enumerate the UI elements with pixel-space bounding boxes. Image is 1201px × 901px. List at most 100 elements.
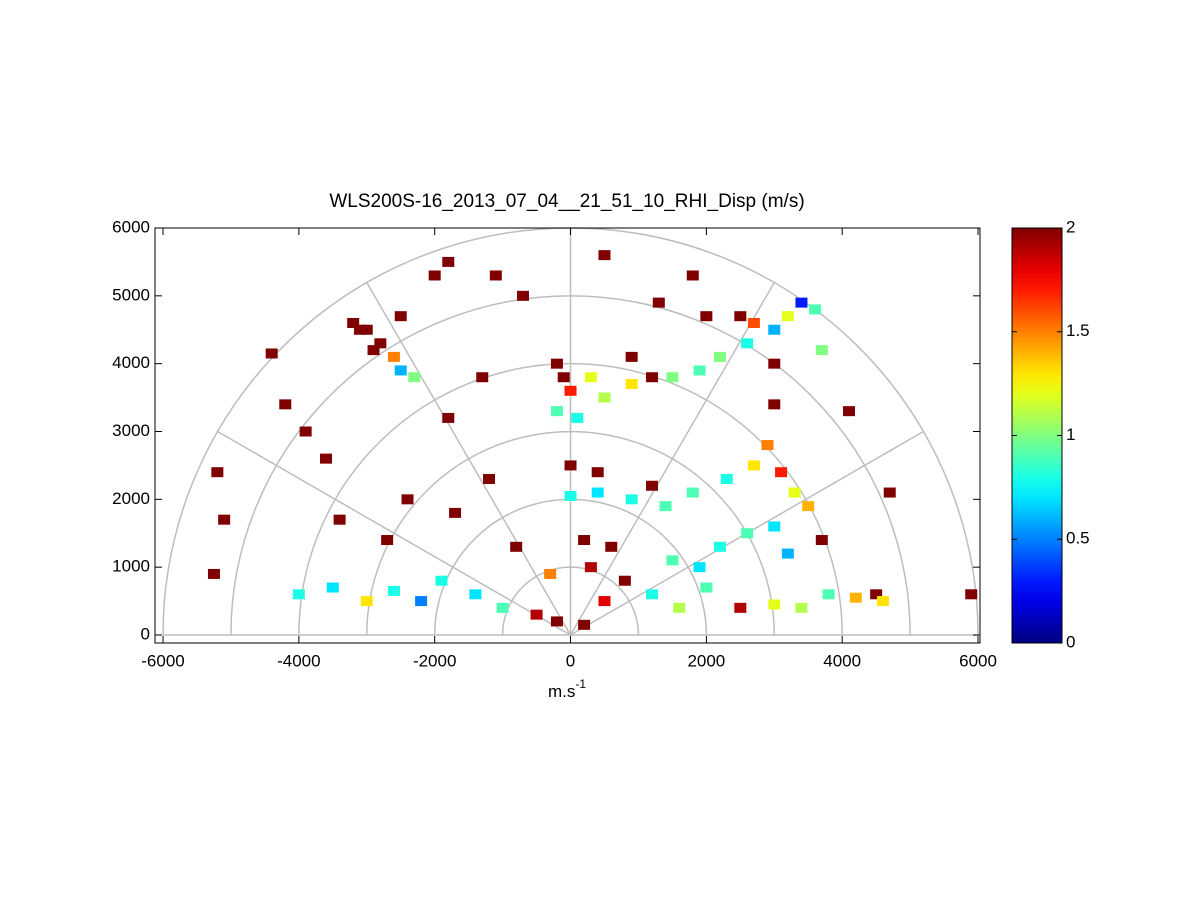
data-cell: [211, 467, 224, 478]
data-cell: [747, 317, 760, 328]
data-cell: [333, 514, 346, 525]
data-cell: [550, 406, 563, 417]
data-cell: [700, 582, 713, 593]
data-cell: [659, 501, 672, 512]
data-cell: [815, 535, 828, 546]
data-cell: [870, 589, 883, 600]
data-cell: [564, 385, 577, 396]
y-tick-label: 2000: [112, 489, 150, 508]
data-cell: [761, 440, 774, 451]
data-cell: [625, 494, 638, 505]
data-cell: [768, 521, 781, 532]
plot-frame: [154, 227, 981, 644]
data-cell: [387, 585, 400, 596]
y-tick-label: 1000: [112, 557, 150, 576]
y-tick-label: 5000: [112, 285, 150, 304]
x-tick-label: -6000: [141, 651, 184, 670]
data-cell: [530, 609, 543, 620]
data-cell: [693, 365, 706, 376]
x-tick-label: 2000: [687, 651, 725, 670]
data-cell: [496, 602, 509, 613]
colorbar-tick-label: 0: [1066, 632, 1075, 651]
data-cell: [849, 592, 862, 603]
data-cell: [673, 602, 686, 613]
polar-spoke: [569, 282, 775, 636]
data-cell: [550, 358, 563, 369]
data-cell: [449, 507, 462, 518]
data-cell: [578, 535, 591, 546]
data-cell: [646, 372, 659, 383]
data-cell: [367, 345, 380, 356]
data-cell: [598, 596, 611, 607]
data-cell: [347, 317, 360, 328]
data-cell: [326, 582, 339, 593]
data-cell: [768, 358, 781, 369]
data-cell: [428, 270, 441, 281]
data-cell: [713, 541, 726, 552]
data-cell: [564, 490, 577, 501]
x-tick-label: -4000: [277, 651, 320, 670]
data-cell: [476, 372, 489, 383]
data-cell: [442, 412, 455, 423]
data-cell: [815, 345, 828, 356]
data-cell: [207, 568, 220, 579]
data-cell: [564, 460, 577, 471]
polar-spoke: [217, 430, 571, 636]
colorbar-tick-label: 0.5: [1066, 529, 1090, 548]
data-cell: [265, 348, 278, 359]
data-cell: [747, 460, 760, 471]
data-cell: [489, 270, 502, 281]
colorbar-tick-label: 2: [1066, 217, 1075, 236]
data-cell: [775, 467, 788, 478]
data-cell: [693, 562, 706, 573]
data-cell: [788, 487, 801, 498]
data-cell: [883, 487, 896, 498]
data-cell: [415, 596, 428, 607]
data-cell: [842, 406, 855, 417]
data-cell: [591, 487, 604, 498]
data-cell: [394, 365, 407, 376]
chart-title: WLS200S-16_2013_07_04__21_51_10_RHI_Disp…: [329, 191, 804, 212]
data-cell: [394, 311, 407, 322]
colorbar: [1011, 227, 1063, 644]
data-cell: [374, 338, 387, 349]
data-cell: [713, 351, 726, 362]
data-cell: [734, 602, 747, 613]
data-cell: [741, 338, 754, 349]
data-cell: [618, 575, 631, 586]
data-cell: [652, 297, 665, 308]
x-tick-label: -2000: [413, 651, 456, 670]
y-tick-label: 6000: [112, 217, 150, 236]
data-cell: [768, 324, 781, 335]
data-cell: [584, 372, 597, 383]
data-cell: [781, 311, 794, 322]
data-cell: [320, 453, 333, 464]
x-tick-label: 4000: [823, 651, 861, 670]
data-cell: [720, 473, 733, 484]
data-cell: [292, 589, 305, 600]
data-cell: [557, 372, 570, 383]
data-cell: [686, 487, 699, 498]
data-cell: [625, 351, 638, 362]
data-cell: [876, 596, 889, 607]
data-cell: [605, 541, 618, 552]
data-cell: [734, 311, 747, 322]
polar-spoke: [366, 282, 572, 636]
data-cell: [353, 324, 366, 335]
y-tick-label: 0: [141, 624, 150, 643]
data-cell: [299, 426, 312, 437]
data-cell: [741, 528, 754, 539]
data-cell: [646, 480, 659, 491]
data-cell: [571, 412, 584, 423]
x-tick-label: 0: [566, 651, 575, 670]
data-cell: [809, 304, 822, 315]
data-cell: [516, 290, 529, 301]
data-cell: [279, 399, 292, 410]
data-cell: [802, 501, 815, 512]
data-cell: [381, 535, 394, 546]
data-cell: [795, 602, 808, 613]
x-axis-label: m.s-1: [548, 677, 586, 701]
data-cell: [401, 494, 414, 505]
data-cell: [584, 562, 597, 573]
